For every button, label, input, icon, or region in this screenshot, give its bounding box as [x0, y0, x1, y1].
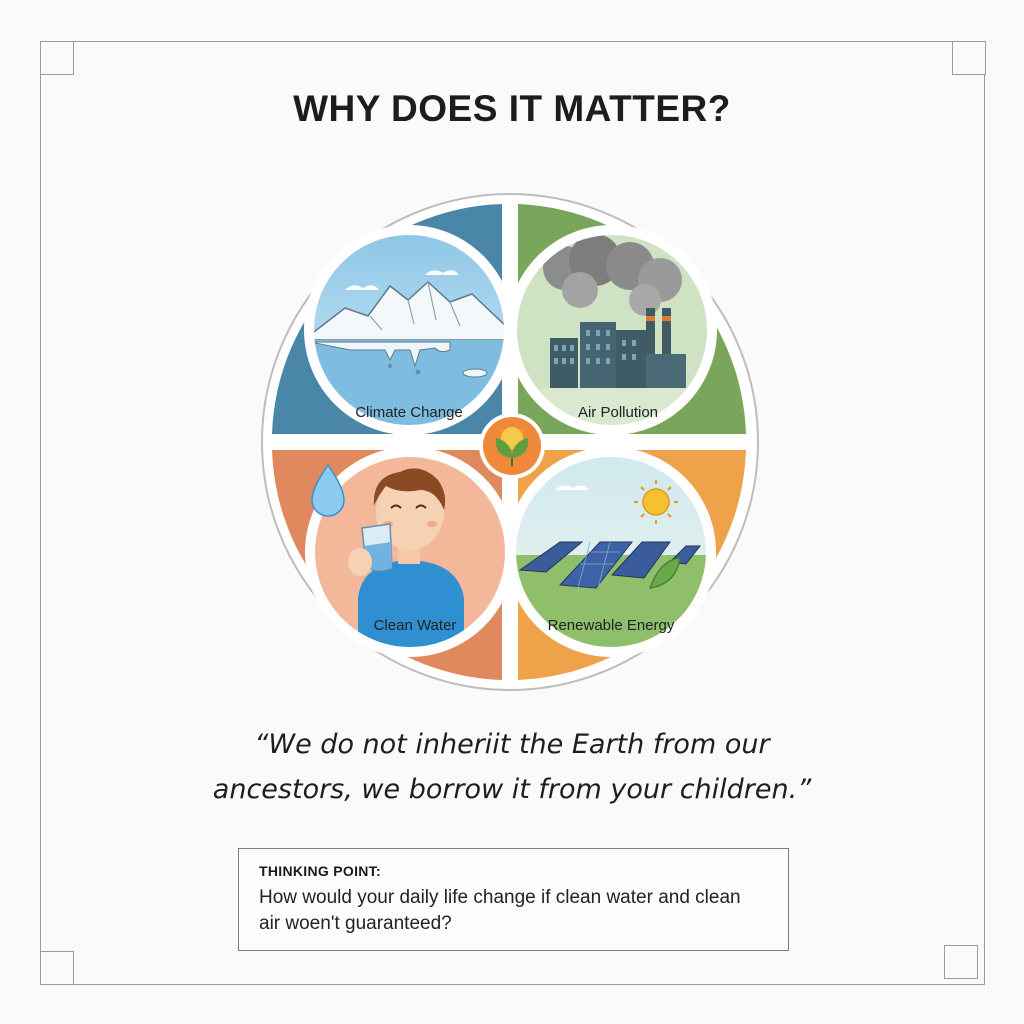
corner-mark-top-right	[952, 41, 986, 75]
corner-mark-bottom-right	[944, 945, 978, 979]
water-drop-icon	[311, 463, 345, 517]
quote-line-2: ancestors, we borrow it from your childr…	[212, 774, 812, 805]
thinking-point-line-1: How would your daily life change if clea…	[259, 887, 741, 908]
climate-change-label: Climate Change	[355, 404, 463, 421]
thinking-point-question: How would your daily life change if clea…	[259, 885, 768, 937]
renewable-energy-label: Renewable Energy	[548, 617, 675, 634]
quote-line-1: “We do not inheriit the Earth from our	[254, 729, 770, 760]
thinking-point-box: THINKING POINT: How would your daily lif…	[238, 848, 789, 951]
quote: “We do not inheriit the Earth from our a…	[150, 722, 874, 812]
sun-with-leaves-icon	[479, 413, 545, 479]
renewable-energy-illustration	[514, 455, 708, 649]
clean-water-label: Clean Water	[374, 617, 457, 634]
clean-water-illustration	[313, 455, 507, 649]
page-title: WHY DOES IT MATTER?	[293, 88, 731, 129]
issues-infographic: Climate Change Air Pollution	[261, 193, 759, 691]
thinking-point-heading: THINKING POINT:	[259, 863, 381, 879]
corner-mark-top-left	[40, 41, 74, 75]
air-pollution-illustration	[515, 233, 709, 427]
air-pollution-label: Air Pollution	[578, 404, 658, 421]
page-frame	[40, 41, 985, 985]
thinking-point-line-2: air woen't guaranteed?	[259, 913, 452, 934]
corner-mark-bottom-left	[40, 951, 74, 985]
